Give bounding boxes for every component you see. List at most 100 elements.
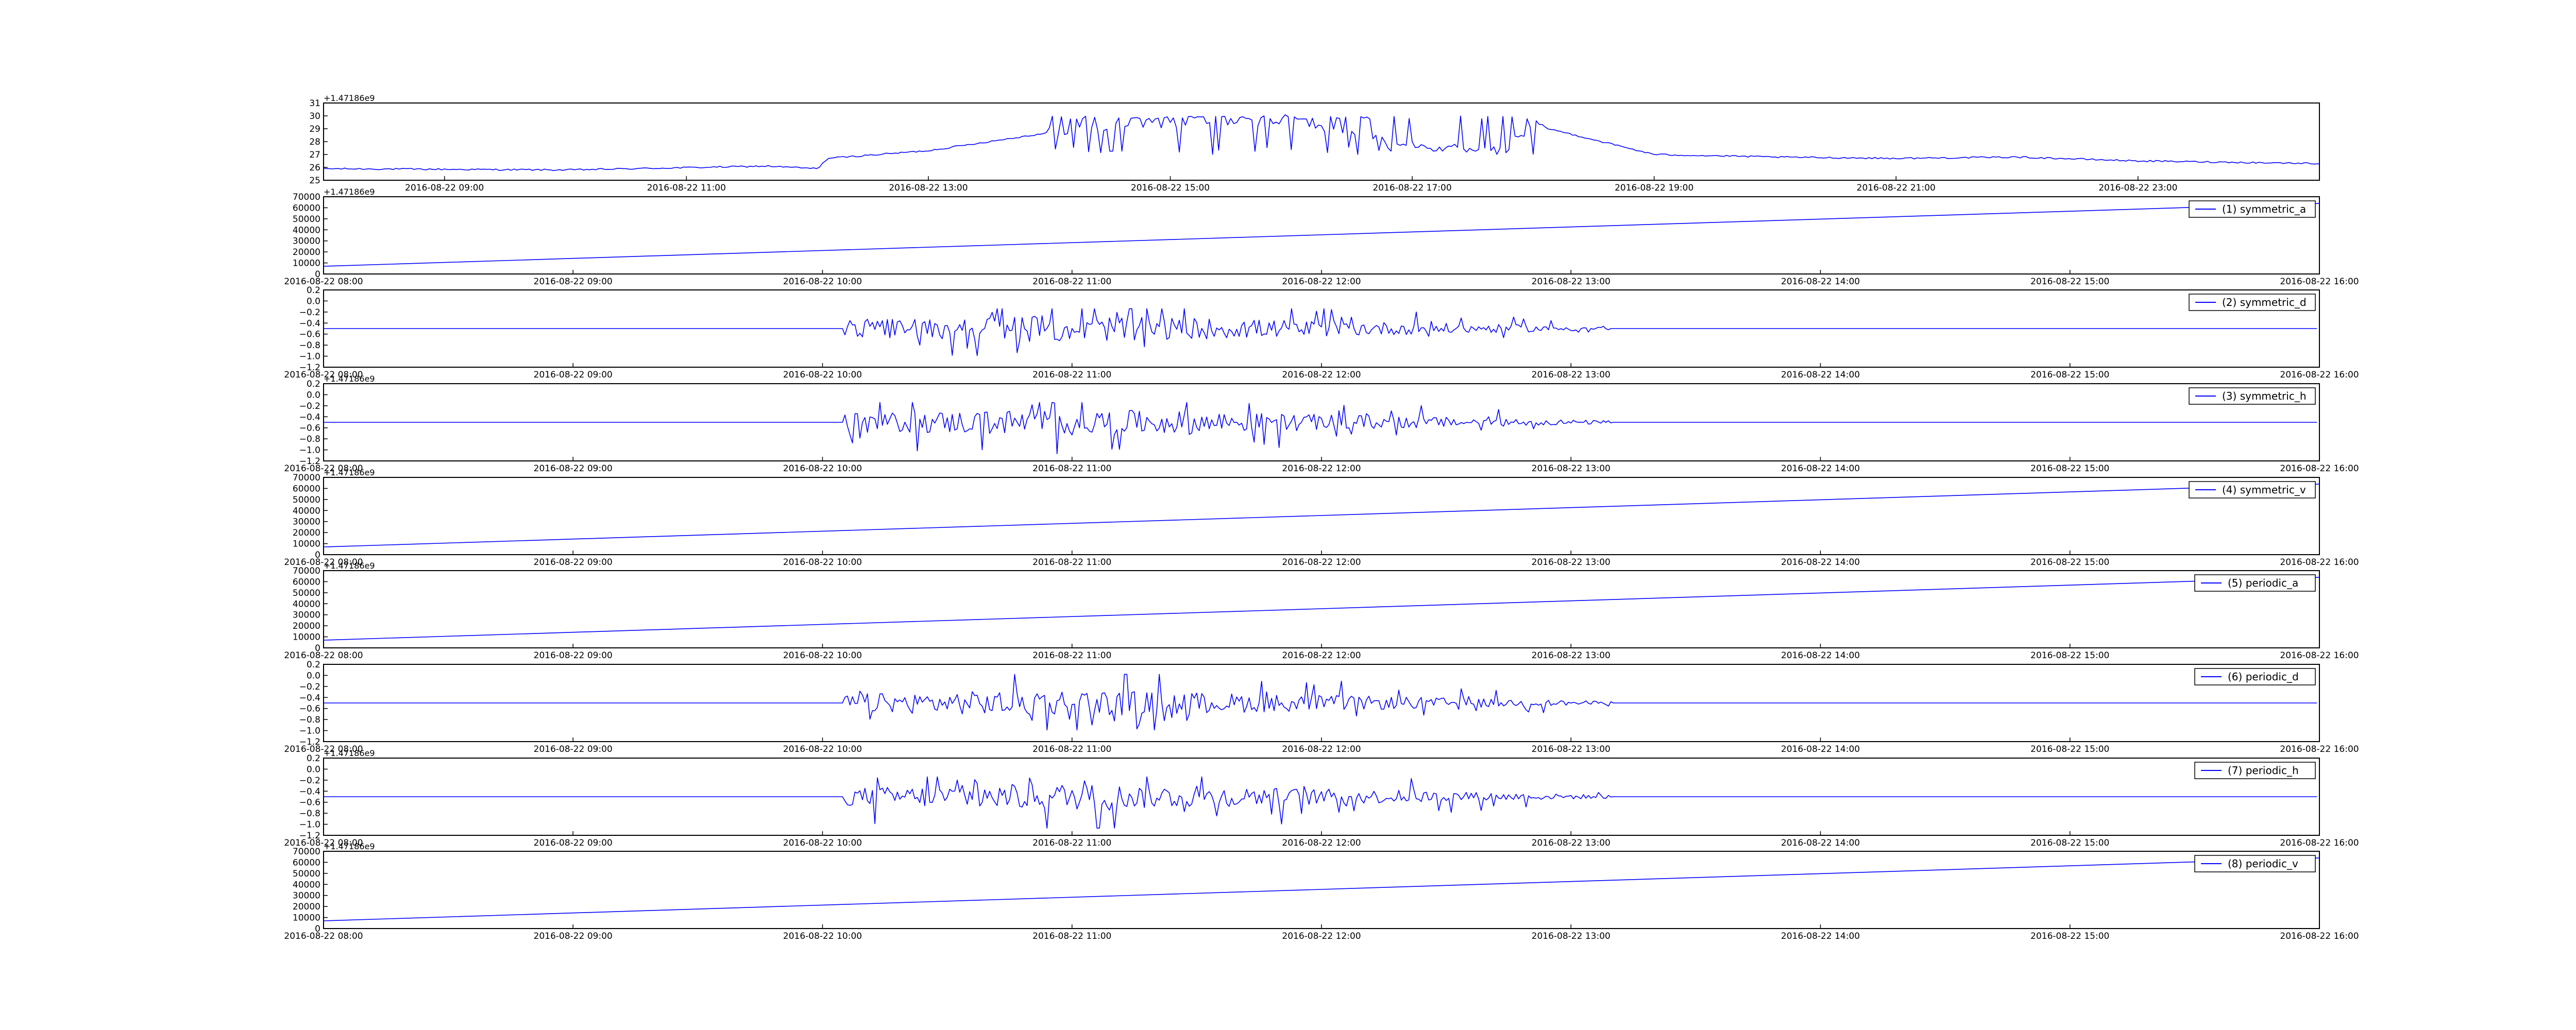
x-tick-label: 2016-08-22 13:00 bbox=[1532, 557, 1611, 568]
offset-text: +1.47186e9 bbox=[324, 374, 375, 384]
x-tick-label: 2016-08-22 09:00 bbox=[534, 650, 613, 661]
chart-panel-3: −1.2−1.0−0.8−0.6−0.4−0.20.00.2 2016-08-22… bbox=[284, 285, 2359, 380]
x-tick-label: 2016-08-22 17:00 bbox=[1372, 183, 1451, 193]
y-tick-label: 30 bbox=[309, 111, 320, 122]
y-tick-label: 30000 bbox=[293, 610, 320, 621]
x-tick-label: 2016-08-22 12:00 bbox=[1282, 464, 1361, 474]
x-tick-label: 2016-08-22 14:00 bbox=[1781, 931, 1860, 941]
x-tick-label: 2016-08-22 13:00 bbox=[1532, 370, 1611, 380]
y-tick-label: 0 bbox=[315, 269, 320, 280]
x-tick-label: 2016-08-22 15:00 bbox=[2030, 277, 2109, 287]
legend-label: (3) symmetric_h bbox=[2222, 390, 2307, 402]
y-tick-label: 0.0 bbox=[307, 764, 320, 775]
x-tick-label: 2016-08-22 11:00 bbox=[1032, 838, 1111, 848]
x-tick-label: 2016-08-22 12:00 bbox=[1282, 650, 1361, 661]
y-tick-label: −1.2 bbox=[299, 737, 320, 747]
x-tick-label: 2016-08-22 13:00 bbox=[1532, 277, 1611, 287]
series-line bbox=[324, 308, 2317, 356]
y-tick-label: −0.8 bbox=[299, 340, 320, 351]
y-tick-label: 50000 bbox=[293, 588, 320, 598]
y-tick-label: −0.4 bbox=[299, 318, 320, 329]
x-tick-label: 2016-08-22 08:00 bbox=[284, 931, 363, 941]
x-tick-label: 2016-08-22 10:00 bbox=[783, 650, 862, 661]
x-tick-label: 2016-08-22 19:00 bbox=[1615, 183, 1693, 193]
x-tick-label: 2016-08-22 10:00 bbox=[783, 744, 862, 754]
x-tick-label: 2016-08-22 14:00 bbox=[1781, 464, 1860, 474]
x-tick-label: 2016-08-22 10:00 bbox=[783, 464, 862, 474]
x-tick-label: 2016-08-22 08:00 bbox=[284, 370, 363, 380]
x-tick-label: 2016-08-22 14:00 bbox=[1781, 557, 1860, 568]
y-tick-label: 0.2 bbox=[307, 753, 320, 764]
x-tick-label: 2016-08-22 11:00 bbox=[647, 183, 726, 193]
y-tick-label: −1.0 bbox=[299, 445, 320, 456]
legend-label: (1) symmetric_a bbox=[2222, 203, 2306, 215]
legend: (6) periodic_d bbox=[2194, 668, 2316, 685]
x-tick-label: 2016-08-22 12:00 bbox=[1282, 931, 1361, 941]
y-tick-label: 0.2 bbox=[307, 379, 320, 389]
x-tick-label: 2016-08-22 11:00 bbox=[1032, 464, 1111, 474]
x-tick-label: 2016-08-22 21:00 bbox=[1857, 183, 1936, 193]
y-tick-label: 0.0 bbox=[307, 296, 320, 306]
y-tick-label: 70000 bbox=[293, 566, 320, 576]
y-tick-label: 0.0 bbox=[307, 390, 320, 400]
chart-panel-4: −1.2−1.0−0.8−0.6−0.4−0.20.00.2 2016-08-22… bbox=[284, 374, 2359, 474]
x-tick-label: 2016-08-22 09:00 bbox=[534, 838, 613, 848]
x-tick-label: 2016-08-22 12:00 bbox=[1282, 370, 1361, 380]
y-tick-label: 40000 bbox=[293, 225, 320, 235]
offset-text: +1.47186e9 bbox=[324, 187, 375, 197]
y-tick-label: 28 bbox=[309, 137, 320, 147]
series-line bbox=[324, 674, 2317, 731]
y-tick-label: 10000 bbox=[293, 632, 320, 643]
offset-text: +1.47186e9 bbox=[324, 748, 375, 758]
x-tick-label: 2016-08-22 13:00 bbox=[1532, 744, 1611, 754]
y-tick-label: −0.2 bbox=[299, 682, 320, 692]
y-tick-label: −0.6 bbox=[299, 704, 320, 714]
x-tick-label: 2016-08-22 15:00 bbox=[2030, 557, 2109, 568]
legend: (3) symmetric_h bbox=[2189, 387, 2316, 405]
series-line bbox=[323, 484, 2320, 547]
x-tick-label: 2016-08-22 11:00 bbox=[1032, 744, 1111, 754]
x-tick-label: 2016-08-22 09:00 bbox=[534, 277, 613, 287]
x-tick-label: 2016-08-22 12:00 bbox=[1282, 744, 1361, 754]
y-tick-label: −0.8 bbox=[299, 809, 320, 819]
y-tick-label: −0.4 bbox=[299, 412, 320, 422]
x-tick-label: 2016-08-22 14:00 bbox=[1781, 277, 1860, 287]
y-tick-label: 29 bbox=[309, 124, 320, 134]
x-tick-label: 2016-08-22 12:00 bbox=[1282, 557, 1361, 568]
chart-panel-8: −1.2−1.0−0.8−0.6−0.4−0.20.00.2 2016-08-22… bbox=[284, 748, 2359, 848]
x-tick-label: 2016-08-22 12:00 bbox=[1282, 838, 1361, 848]
x-tick-label: 2016-08-22 10:00 bbox=[783, 277, 862, 287]
y-tick-label: −1.2 bbox=[299, 831, 320, 841]
legend-box bbox=[2194, 855, 2316, 872]
y-tick-label: 40000 bbox=[293, 506, 320, 516]
y-tick-label: 0.2 bbox=[307, 660, 320, 670]
x-tick-label: 2016-08-22 09:00 bbox=[534, 744, 613, 754]
y-tick-label: −0.6 bbox=[299, 423, 320, 434]
x-tick-label: 2016-08-22 13:00 bbox=[1532, 931, 1611, 941]
legend: (4) symmetric_v bbox=[2189, 481, 2316, 499]
x-tick-label: 2016-08-22 14:00 bbox=[1781, 744, 1860, 754]
x-tick-label: 2016-08-22 16:00 bbox=[2280, 557, 2359, 568]
x-tick-label: 2016-08-22 14:00 bbox=[1781, 650, 1860, 661]
legend: (8) periodic_v bbox=[2194, 855, 2316, 872]
plot-frame bbox=[323, 570, 2320, 648]
x-tick-label: 2016-08-22 09:00 bbox=[405, 183, 484, 193]
x-tick-label: 2016-08-22 10:00 bbox=[783, 557, 862, 568]
chart-panel-1: 25 26 27 28 29 30 31 2016-08-22 09:00 2016-08-22… bbox=[309, 93, 2320, 193]
legend-box bbox=[2194, 574, 2316, 592]
y-tick-label: 27 bbox=[309, 150, 320, 160]
y-tick-label: −0.2 bbox=[299, 776, 320, 786]
series-line bbox=[323, 857, 2320, 921]
x-tick-label: 2016-08-22 08:00 bbox=[284, 464, 363, 474]
x-tick-label: 2016-08-22 15:00 bbox=[2030, 744, 2109, 754]
x-tick-label: 2016-08-22 15:00 bbox=[2030, 838, 2109, 848]
x-tick-label: 2016-08-22 09:00 bbox=[534, 931, 613, 941]
x-tick-label: 2016-08-22 09:00 bbox=[534, 464, 613, 474]
y-tick-label: 70000 bbox=[293, 192, 320, 202]
x-tick-label: 2016-08-22 16:00 bbox=[2280, 931, 2359, 941]
x-tick-label: 2016-08-22 11:00 bbox=[1032, 931, 1111, 941]
series-line bbox=[323, 577, 2320, 641]
